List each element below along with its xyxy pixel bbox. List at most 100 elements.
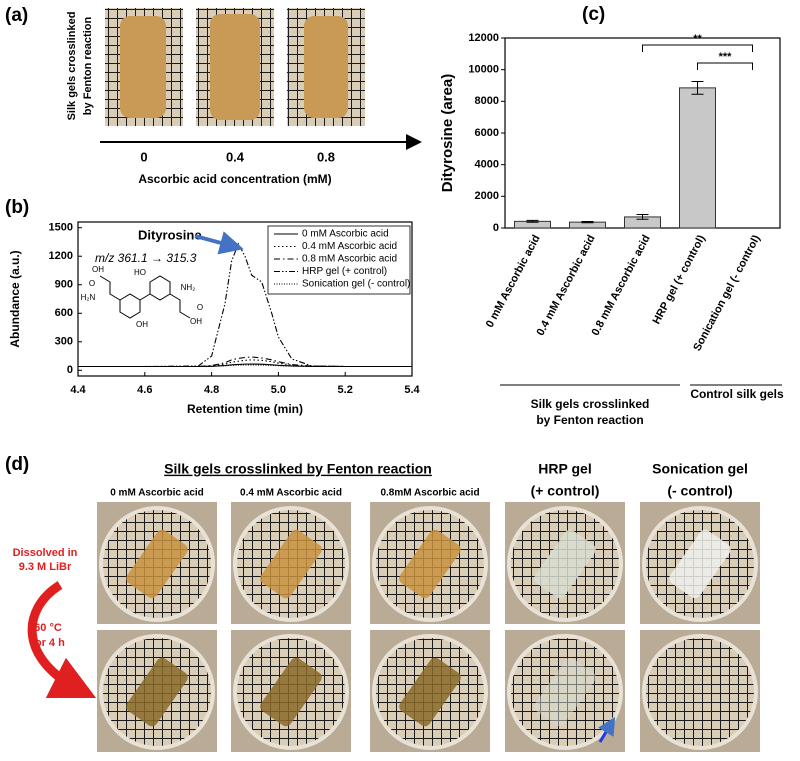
y-tick-label: 12000 bbox=[468, 32, 499, 44]
column-header: (+ control) bbox=[531, 483, 600, 499]
y-tick-label: 8000 bbox=[475, 95, 499, 107]
significance-bracket bbox=[697, 62, 753, 70]
step-text: 60 °C bbox=[34, 622, 62, 634]
y-tick-label: 1500 bbox=[49, 222, 73, 234]
y-tick-label: 6000 bbox=[475, 127, 499, 139]
marker-arrow bbox=[598, 716, 616, 743]
gel bbox=[260, 657, 322, 727]
column-header: HRP gel bbox=[538, 461, 591, 477]
structure-label: NH₂ bbox=[181, 283, 196, 292]
x-tick-label: 5.2 bbox=[338, 384, 353, 396]
y-label-line: Silk gels crosslinked bbox=[66, 12, 78, 121]
group-label: by Fenton reaction bbox=[536, 413, 643, 427]
x-tick-label: 0.4 mM Ascorbic acid bbox=[534, 233, 597, 338]
column-header: 0 mM Ascorbic acid bbox=[110, 488, 204, 499]
category-label: 0 bbox=[140, 149, 147, 164]
series-line bbox=[78, 359, 412, 368]
gel bbox=[126, 657, 188, 727]
y-tick-label: 900 bbox=[55, 279, 73, 291]
step-text: for 4 h bbox=[31, 637, 65, 649]
legend-label: 0.4 mM Ascorbic acid bbox=[302, 241, 397, 252]
legend-box bbox=[267, 225, 411, 295]
bar bbox=[679, 87, 716, 229]
process-arrow bbox=[27, 581, 97, 699]
x-tick-label: Sonication gel (- control) bbox=[691, 233, 763, 353]
series-line bbox=[78, 364, 412, 368]
annotation: Dityrosine bbox=[138, 227, 202, 242]
series-line bbox=[78, 356, 412, 368]
structure-label: O bbox=[197, 303, 203, 312]
y-tick-label: 0 bbox=[67, 364, 73, 376]
x-label: Retention time (min) bbox=[187, 402, 303, 416]
gel bbox=[399, 657, 461, 727]
error-bar bbox=[581, 221, 594, 224]
chart-c: 0 2000 4000 6000 8000 10000 12000 Dityrosine (a… bbox=[439, 32, 781, 353]
structure-label: OH bbox=[136, 320, 148, 329]
x-tick-label: 5.4 bbox=[404, 384, 420, 396]
x-tick-label: 5.0 bbox=[271, 384, 286, 396]
significance-label: *** bbox=[719, 51, 733, 63]
x-tick-label: 0 mM Ascorbic acid bbox=[484, 233, 543, 329]
x-tick-label: 4.4 bbox=[70, 384, 86, 396]
category-label: 0.8 bbox=[317, 149, 335, 164]
y-tick-label: 4000 bbox=[475, 159, 499, 171]
column-header: (- control) bbox=[667, 483, 732, 499]
well bbox=[642, 634, 758, 750]
gel bbox=[534, 657, 596, 727]
column-header: 0.8mM Ascorbic acid bbox=[380, 488, 479, 499]
panel-label: (b) bbox=[5, 197, 29, 218]
column-header: Sonication gel bbox=[652, 461, 748, 477]
series-line bbox=[78, 242, 412, 368]
plot-frame bbox=[504, 37, 781, 229]
chart-b: 4.4 4.6 4.8 5.0 5.2 5.4 0 300 600 900 1200 1500 Rete… bbox=[8, 221, 421, 416]
annotation-arrow bbox=[194, 231, 244, 255]
significance-label: ** bbox=[693, 33, 702, 45]
panel-label: (d) bbox=[5, 454, 29, 475]
panel-label: (a) bbox=[5, 5, 28, 26]
x-tick-label: HRP gel (+ control) bbox=[651, 233, 708, 326]
y-tick-label: 0 bbox=[493, 222, 499, 234]
step-text: Dissolved in bbox=[13, 547, 78, 559]
y-tick-label: 2000 bbox=[475, 190, 499, 202]
x-tick-label: 4.8 bbox=[204, 384, 219, 396]
group-label: Control silk gels bbox=[690, 387, 784, 401]
category-label: 0.4 bbox=[226, 149, 245, 164]
structure bbox=[99, 275, 191, 319]
gel bbox=[126, 529, 188, 599]
y-tick-label: 10000 bbox=[468, 64, 499, 76]
panel-label: (c) bbox=[582, 4, 605, 25]
column-header: 0.4 mM Ascorbic acid bbox=[240, 488, 342, 499]
legend-label: 0 mM Ascorbic acid bbox=[302, 229, 389, 240]
structure-label: H₂N bbox=[81, 293, 96, 302]
error-bar bbox=[636, 214, 649, 220]
gel bbox=[669, 529, 731, 599]
structure-label: OH bbox=[190, 317, 202, 326]
y-label: Dityrosine (area) bbox=[439, 74, 456, 192]
gel bbox=[534, 529, 596, 599]
y-tick-label: 1200 bbox=[49, 250, 73, 262]
gel bbox=[399, 529, 461, 599]
x-label: Ascorbic acid concentration (mM) bbox=[138, 172, 331, 186]
structure-label: O bbox=[89, 279, 95, 288]
section-title: Silk gels crosslinked by Fenton reaction bbox=[164, 461, 432, 477]
structure-label: OH bbox=[92, 265, 104, 274]
x-tick-label: 0.8 mM Ascorbic acid bbox=[589, 233, 652, 338]
y-tick-label: 300 bbox=[55, 336, 73, 348]
gel bbox=[260, 529, 322, 599]
error-bar bbox=[691, 81, 704, 95]
group-label: Silk gels crosslinked bbox=[531, 397, 650, 411]
y-label: Abundance (a.u.) bbox=[8, 250, 22, 347]
legend-label: HRP gel (+ control) bbox=[302, 266, 387, 277]
structure-labels: OH O H₂N HO OH NH₂ OH O bbox=[81, 265, 203, 329]
step-text: 9.3 M LiBr bbox=[19, 561, 72, 573]
photo-grid: 0 mM Ascorbic acid 0.4 mM Ascorbic acid 0.… bbox=[97, 461, 760, 752]
x-tick-label: 4.6 bbox=[137, 384, 152, 396]
structure-label: HO bbox=[134, 268, 146, 277]
plot-frame bbox=[77, 221, 413, 377]
photo-row-a bbox=[105, 8, 365, 126]
y-tick-label: 600 bbox=[55, 307, 73, 319]
legend-label: 0.8 mM Ascorbic acid bbox=[302, 254, 397, 265]
annotation: m/z 361.1 → 315.3 bbox=[95, 251, 197, 265]
